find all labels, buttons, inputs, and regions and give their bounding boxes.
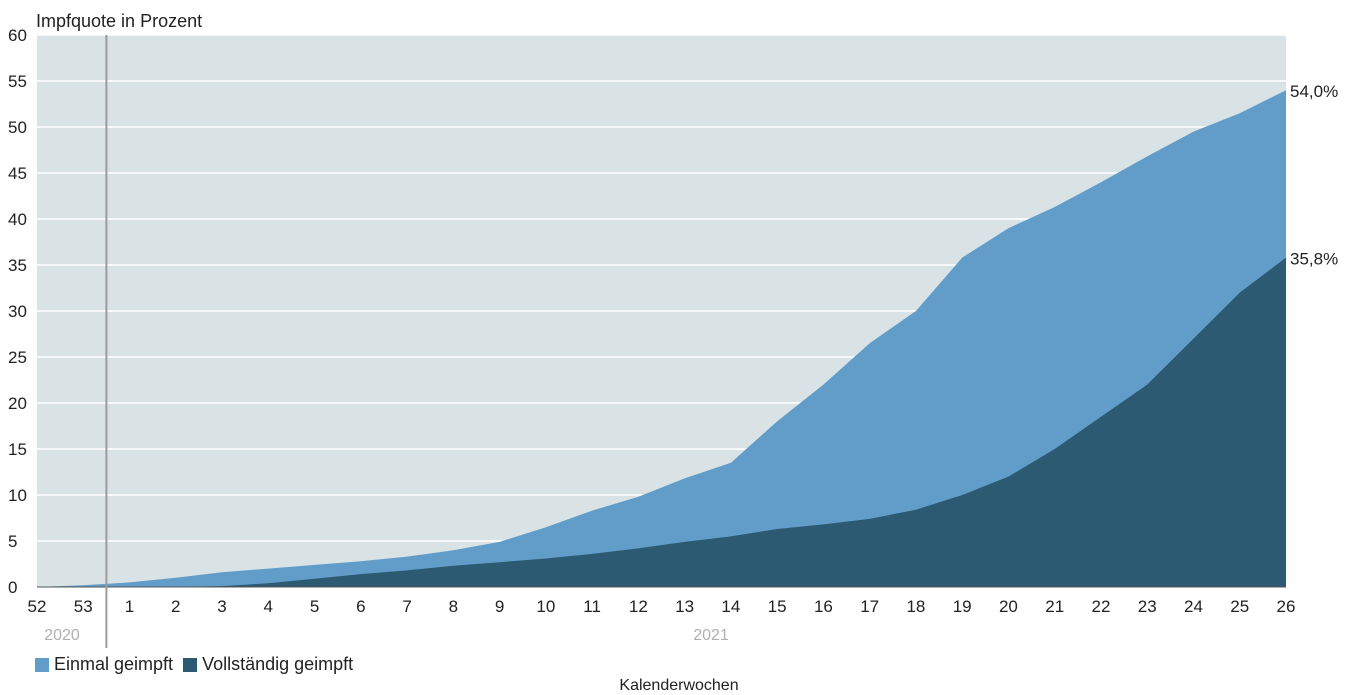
x-tick-label: 20 (999, 597, 1018, 616)
y-tick-label: 45 (8, 164, 27, 183)
x-tick-label: 2 (171, 597, 180, 616)
legend-label-einmal: Einmal geimpft (54, 654, 174, 674)
x-tick-label: 7 (402, 597, 411, 616)
y-tick-label: 10 (8, 486, 27, 505)
x-tick-label: 9 (495, 597, 504, 616)
y-tick-label: 5 (8, 532, 17, 551)
x-tick-label: 12 (629, 597, 648, 616)
x-tick-label: 53 (74, 597, 93, 616)
end-label-series-1: 35,8% (1290, 250, 1338, 269)
area-series-0 (37, 90, 1286, 587)
x-tick-label: 3 (217, 597, 226, 616)
x-axis-ticks: 52 53 1 2 3 4 5 6 7 8 9 10 11 12 13 14 15 16 17 18 19 20 21 22 2… (28, 597, 1296, 616)
x-tick-label: 14 (721, 597, 740, 616)
x-tick-label: 5 (310, 597, 319, 616)
y-tick-label: 35 (8, 256, 27, 275)
x-tick-label: 22 (1092, 597, 1111, 616)
x-tick-label: 52 (28, 597, 47, 616)
y-tick-label: 50 (8, 118, 27, 137)
y-axis-label: Impfquote in Prozent (36, 11, 202, 31)
x-tick-label: 1 (125, 597, 134, 616)
y-tick-label: 30 (8, 302, 27, 321)
x-tick-label: 11 (583, 597, 601, 616)
y-tick-label: 20 (8, 394, 27, 413)
x-tick-label: 23 (1138, 597, 1157, 616)
x-tick-label: 21 (1045, 597, 1064, 616)
legend-item-vollstaendig: Vollständig geimpft (183, 654, 353, 675)
x-tick-label: 13 (675, 597, 694, 616)
y-tick-label: 25 (8, 348, 27, 367)
x-tick-label: 26 (1277, 597, 1296, 616)
y-tick-label: 15 (8, 440, 27, 459)
y-tick-label: 0 (8, 578, 17, 597)
legend-item-einmal: Einmal geimpft (35, 654, 173, 675)
x-tick-label: 24 (1184, 597, 1203, 616)
x-axis-label: Kalenderwochen (619, 677, 739, 694)
series-areas (37, 90, 1286, 588)
x-tick-label: 6 (356, 597, 365, 616)
legend-label-vollstaendig: Vollständig geimpft (202, 654, 354, 674)
x-tick-label: 8 (449, 597, 458, 616)
area-series-1 (37, 257, 1286, 587)
x-tick-label: 15 (768, 597, 787, 616)
x-tick-label: 17 (860, 597, 879, 616)
end-value-labels: 54,0% 35,8% (1290, 82, 1338, 268)
year-label-2020: 2020 (44, 627, 80, 644)
x-tick-label: 18 (906, 597, 925, 616)
y-tick-label: 60 (8, 26, 27, 45)
y-tick-label: 55 (8, 72, 27, 91)
legend-swatch-einmal (35, 657, 49, 672)
legend: Einmal geimpft Vollständig geimpft (35, 654, 363, 675)
x-tick-label: 19 (953, 597, 972, 616)
legend-swatch-vollstaendig (183, 657, 198, 672)
y-tick-label: 40 (8, 210, 27, 229)
x-tick-label: 16 (814, 597, 833, 616)
year-label-2021: 2021 (693, 627, 729, 644)
x-tick-label: 10 (536, 597, 555, 616)
x-tick-label: 4 (264, 597, 273, 616)
y-axis-ticks: 0 5 10 15 20 25 30 35 40 45 50 55 60 (8, 26, 27, 597)
x-tick-label: 25 (1230, 597, 1249, 616)
end-label-series-0: 54,0% (1290, 82, 1338, 101)
